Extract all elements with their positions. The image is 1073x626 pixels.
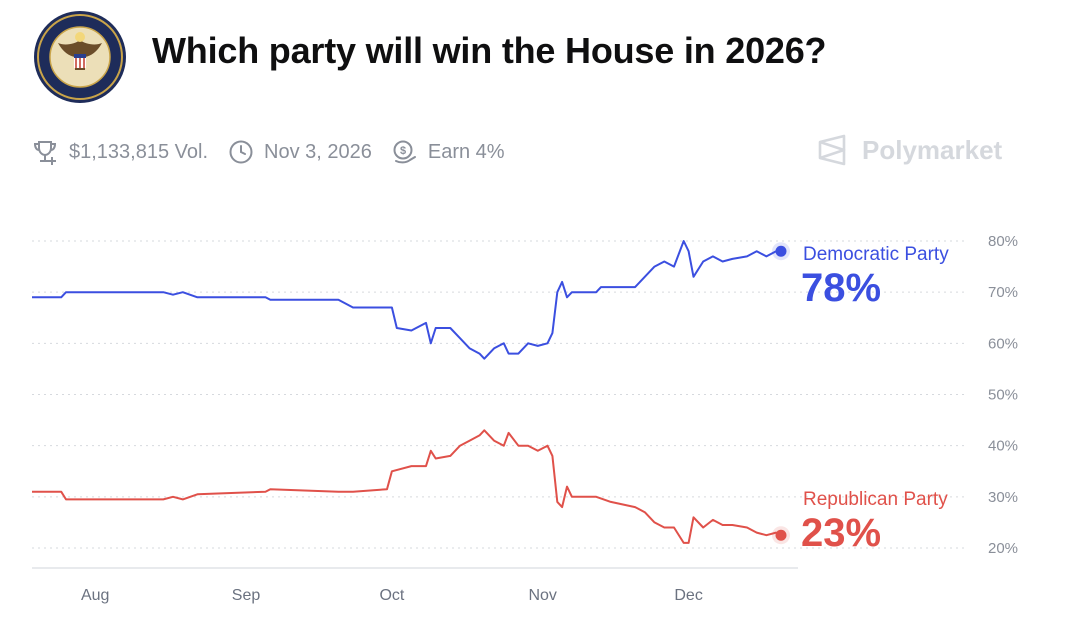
x-tick-label: Nov	[528, 587, 556, 604]
republican-endpoint-dot[interactable]	[775, 529, 787, 541]
republican-legend-label: Republican Party	[803, 489, 948, 510]
house-seal-logo	[34, 11, 126, 103]
y-tick-label: 70%	[988, 284, 1018, 301]
y-tick-label: 30%	[988, 489, 1018, 506]
y-tick-label: 80%	[988, 233, 1018, 250]
coin-earn-icon: $	[393, 140, 416, 164]
page-title: Which party will win the House in 2026?	[152, 30, 827, 71]
y-tick-label: 60%	[988, 335, 1018, 352]
clock-icon	[229, 140, 253, 164]
polymarket-brand[interactable]: Polymarket	[818, 134, 1002, 166]
republican-probability: 23%	[801, 511, 881, 555]
democratic-endpoint-dot[interactable]	[775, 245, 787, 257]
earn-stat[interactable]: $ Earn 4%	[392, 139, 505, 165]
market-meta-row: $1,133,815 Vol. Nov 3, 2026 $ Earn 4%	[31, 137, 525, 167]
x-axis: Aug Sep Oct Nov Dec	[81, 587, 703, 604]
probability-chart: 80% 70% 60% 50% 40% 30% 20% Aug Sep Oct Nov Dec De…	[32, 233, 1018, 604]
chart-grid	[32, 240, 968, 549]
x-tick-label: Dec	[674, 587, 702, 604]
earn-text: Earn 4%	[427, 140, 505, 163]
end-date-text: Nov 3, 2026	[264, 140, 372, 163]
x-tick-label: Aug	[81, 587, 109, 604]
series-lines	[32, 240, 790, 545]
polymarket-logo-icon	[818, 134, 846, 166]
y-tick-label: 50%	[988, 387, 1018, 404]
democratic-legend-label: Democratic Party	[803, 244, 949, 265]
y-axis: 80% 70% 60% 50% 40% 30% 20%	[988, 233, 1018, 557]
volume-text: $1,133,815 Vol.	[69, 140, 209, 163]
x-tick-label: Sep	[232, 587, 261, 604]
svg-text:$: $	[400, 145, 406, 157]
democratic-probability: 78%	[801, 266, 881, 310]
end-date-stat: Nov 3, 2026	[228, 139, 372, 165]
volume-stat: $1,133,815 Vol.	[31, 138, 208, 166]
democratic-series-line	[32, 240, 781, 360]
x-tick-label: Oct	[379, 587, 404, 604]
republican-series-line	[32, 429, 782, 544]
trophy-plus-icon	[33, 141, 57, 165]
y-tick-label: 40%	[988, 438, 1018, 455]
y-tick-label: 20%	[988, 540, 1018, 557]
brand-name: Polymarket	[862, 134, 1003, 165]
